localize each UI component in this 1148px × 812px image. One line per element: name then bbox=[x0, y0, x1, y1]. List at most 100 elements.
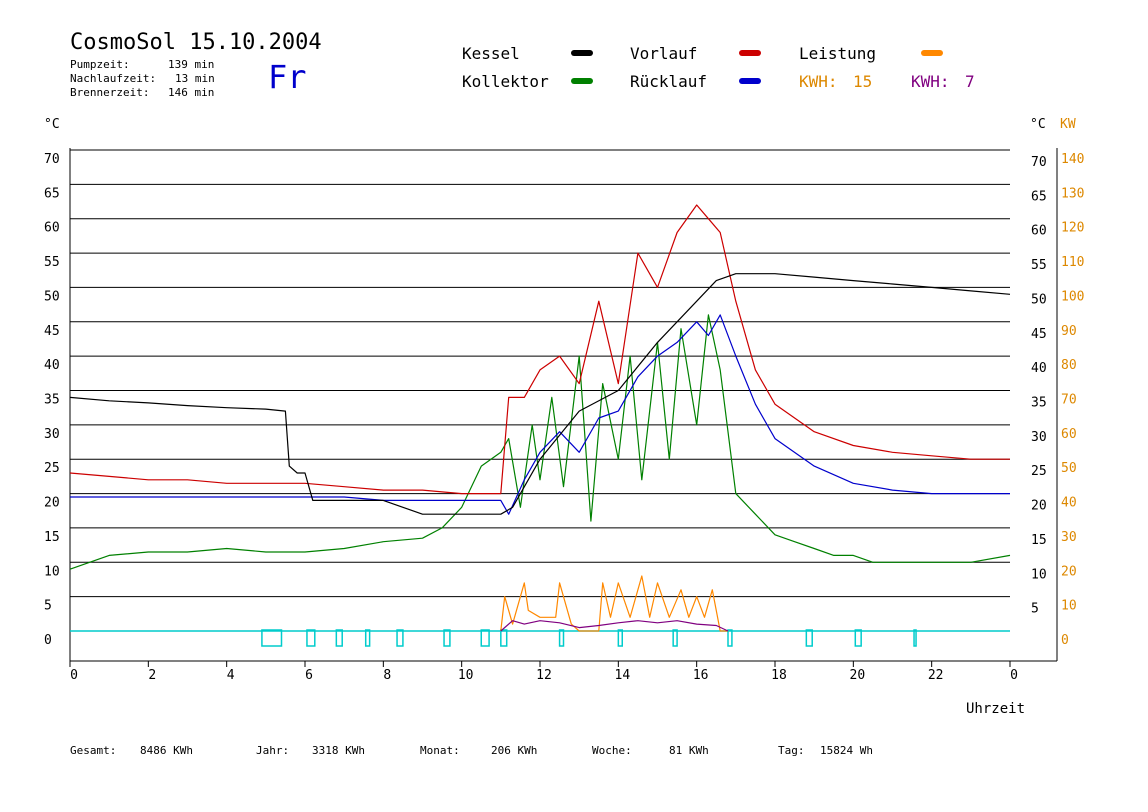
y-tick-label-right-kw: 120 bbox=[1061, 221, 1084, 236]
stat-label-brennerzeit: Brennerzeit: bbox=[70, 86, 150, 99]
legend-swatch-kollektor bbox=[571, 78, 593, 84]
y-tick-label-right-kw: 40 bbox=[1061, 496, 1077, 511]
series-line-kessel bbox=[69, 273, 1011, 515]
series-line-vorlauf bbox=[69, 204, 1010, 495]
stat-value-nachlaufzeit: 13 min bbox=[175, 72, 215, 85]
y-tick-label-left: 0 bbox=[44, 633, 52, 648]
y-tick-label-right-kw: 110 bbox=[1061, 255, 1084, 270]
y-tick-label-right-c: 10 bbox=[1031, 567, 1047, 582]
series-line-leistung bbox=[500, 575, 728, 632]
y-tick-label-right-c: 20 bbox=[1031, 499, 1047, 514]
pump-run-marker bbox=[558, 629, 565, 647]
y-tick-label-right-kw: 90 bbox=[1061, 324, 1077, 339]
y-axis-unit-right-kw: KW bbox=[1060, 117, 1076, 132]
legend-kwh2-label: KWH: bbox=[911, 72, 950, 91]
chart-title: CosmoSol 15.10.2004 bbox=[70, 30, 322, 55]
x-axis-label: Uhrzeit bbox=[966, 701, 1026, 717]
x-tick-label: 16 bbox=[693, 668, 709, 683]
footer-value-gesamt: 8486 KWh bbox=[140, 744, 193, 757]
y-tick-label-left: 70 bbox=[44, 152, 60, 167]
y-tick-label-right-c: 60 bbox=[1031, 224, 1047, 239]
y-tick-label-right-c: 30 bbox=[1031, 430, 1047, 445]
y-tick-label-left: 40 bbox=[44, 358, 60, 373]
x-tick-label: 8 bbox=[383, 668, 391, 683]
y-tick-label-right-kw: 60 bbox=[1061, 427, 1077, 442]
x-tick-label: 12 bbox=[536, 668, 552, 683]
y-tick-label-left: 65 bbox=[44, 186, 60, 201]
legend-swatch-kessel bbox=[571, 50, 593, 56]
y-tick-label-right-c: 5 bbox=[1031, 602, 1039, 617]
x-tick-label: 18 bbox=[771, 668, 787, 683]
pump-run-marker bbox=[672, 629, 678, 647]
legend-label-vorlauf: Vorlauf bbox=[630, 44, 698, 63]
x-tick-label: 4 bbox=[227, 668, 235, 683]
footer-label-monat: Monat: bbox=[420, 744, 460, 757]
y-tick-label-left: 45 bbox=[44, 324, 60, 339]
stat-label-nachlaufzeit: Nachlaufzeit: bbox=[70, 72, 157, 85]
y-tick-label-right-c: 65 bbox=[1031, 189, 1047, 204]
y-tick-label-right-kw: 130 bbox=[1061, 186, 1084, 201]
legend-label-kessel: Kessel bbox=[462, 44, 520, 63]
pump-run-marker bbox=[306, 629, 316, 647]
footer-label-woche: Woche: bbox=[592, 744, 632, 757]
footer-value-jahr: 3318 KWh bbox=[312, 744, 365, 757]
y-tick-label-right-kw: 140 bbox=[1061, 152, 1084, 167]
y-tick-label-right-c: 45 bbox=[1031, 327, 1047, 342]
legend-kwh1-label: KWH: bbox=[799, 72, 838, 91]
pump-run-marker bbox=[364, 629, 371, 647]
footer-value-woche: 81 KWh bbox=[669, 744, 709, 757]
y-tick-label-left: 55 bbox=[44, 255, 60, 270]
pump-run-marker bbox=[500, 629, 508, 647]
y-tick-label-left: 30 bbox=[44, 427, 60, 442]
y-tick-label-left: 25 bbox=[44, 461, 60, 476]
y-tick-label-right-kw: 20 bbox=[1061, 564, 1077, 579]
pump-run-marker bbox=[913, 629, 917, 647]
y-tick-label-right-c: 40 bbox=[1031, 361, 1047, 376]
pump-run-marker bbox=[396, 629, 404, 647]
y-tick-label-right-c: 55 bbox=[1031, 258, 1047, 273]
y-tick-label-right-c: 15 bbox=[1031, 533, 1047, 548]
legend-swatch-vorlauf bbox=[739, 50, 761, 56]
y-tick-label-left: 50 bbox=[44, 289, 60, 304]
stat-value-pumpzeit: 139 min bbox=[168, 58, 215, 71]
legend-label-ruecklauf: Rücklauf bbox=[630, 72, 708, 91]
stat-label-pumpzeit: Pumpzeit: bbox=[70, 58, 130, 71]
y-tick-label-right-kw: 50 bbox=[1061, 461, 1077, 476]
y-tick-label-right-kw: 80 bbox=[1061, 358, 1077, 373]
legend-swatch-ruecklauf bbox=[739, 78, 761, 84]
x-tick-label: 22 bbox=[928, 668, 944, 683]
series-line-kwh bbox=[500, 620, 729, 632]
y-tick-label-left: 60 bbox=[44, 221, 60, 236]
y-tick-label-left: 5 bbox=[44, 599, 52, 614]
pump-run-marker bbox=[805, 629, 813, 647]
legend-label-leistung: Leistung bbox=[799, 44, 877, 63]
footer-label-tag: Tag: bbox=[778, 744, 805, 757]
y-tick-label-right-c: 70 bbox=[1031, 155, 1047, 170]
stat-value-brennerzeit: 146 min bbox=[168, 86, 215, 99]
x-tick-label: 6 bbox=[305, 668, 313, 683]
y-tick-label-left: 35 bbox=[44, 393, 60, 408]
x-tick-label: 0 bbox=[70, 668, 78, 683]
footer-value-tag: 15824 Wh bbox=[820, 744, 873, 757]
pump-run-marker bbox=[261, 629, 283, 647]
y-tick-label-left: 20 bbox=[44, 496, 60, 511]
series-line-rcklauf bbox=[70, 314, 1010, 515]
x-tick-label: 2 bbox=[148, 668, 156, 683]
y-axis-unit-right-c: °C bbox=[1030, 117, 1046, 132]
y-tick-label-right-kw: 0 bbox=[1061, 633, 1069, 648]
pump-run-marker bbox=[480, 629, 490, 647]
x-tick-label: 20 bbox=[850, 668, 866, 683]
x-tick-label: 10 bbox=[458, 668, 474, 683]
y-tick-label-right-kw: 70 bbox=[1061, 393, 1077, 408]
y-tick-label-right-kw: 100 bbox=[1061, 289, 1084, 304]
pump-run-marker bbox=[443, 629, 451, 647]
footer-label-gesamt: Gesamt: bbox=[70, 744, 117, 757]
series-line-kollektor bbox=[69, 314, 1011, 570]
y-tick-label-left: 15 bbox=[44, 530, 60, 545]
legend-kwh2-value: 7 bbox=[965, 72, 975, 91]
y-tick-label-right-c: 25 bbox=[1031, 464, 1047, 479]
pump-run-marker bbox=[617, 629, 623, 647]
legend-kwh1-value: 15 bbox=[853, 72, 873, 91]
legend-swatch-leistung bbox=[921, 50, 943, 56]
